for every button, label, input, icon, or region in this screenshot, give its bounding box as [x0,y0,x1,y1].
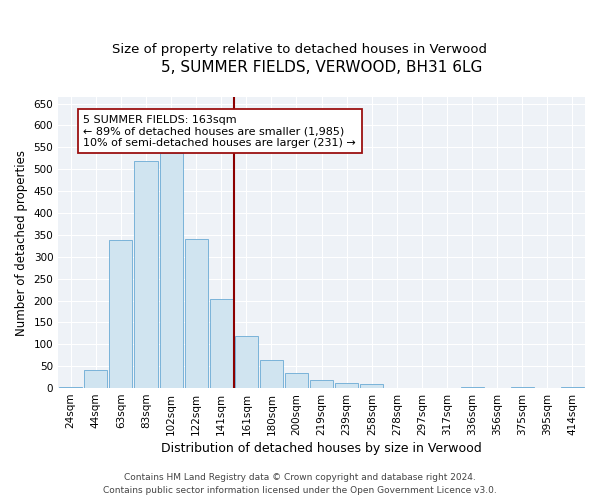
Y-axis label: Number of detached properties: Number of detached properties [15,150,28,336]
Bar [511,387,534,388]
Bar [360,384,383,388]
Bar [109,240,133,388]
Bar [310,380,333,388]
Bar [59,387,82,388]
Bar [160,153,182,388]
Bar [235,336,258,388]
X-axis label: Distribution of detached houses by size in Verwood: Distribution of detached houses by size … [161,442,482,455]
Bar [285,372,308,388]
Bar [335,383,358,388]
Text: Size of property relative to detached houses in Verwood: Size of property relative to detached ho… [113,42,487,56]
Bar [134,161,158,388]
Text: 5 SUMMER FIELDS: 163sqm
← 89% of detached houses are smaller (1,985)
10% of semi: 5 SUMMER FIELDS: 163sqm ← 89% of detache… [83,114,356,148]
Bar [461,387,484,388]
Bar [209,299,233,388]
Title: 5, SUMMER FIELDS, VERWOOD, BH31 6LG: 5, SUMMER FIELDS, VERWOOD, BH31 6LG [161,60,482,75]
Text: Contains HM Land Registry data © Crown copyright and database right 2024.
Contai: Contains HM Land Registry data © Crown c… [103,473,497,495]
Bar [561,387,584,388]
Bar [185,239,208,388]
Bar [260,360,283,388]
Bar [84,370,107,388]
